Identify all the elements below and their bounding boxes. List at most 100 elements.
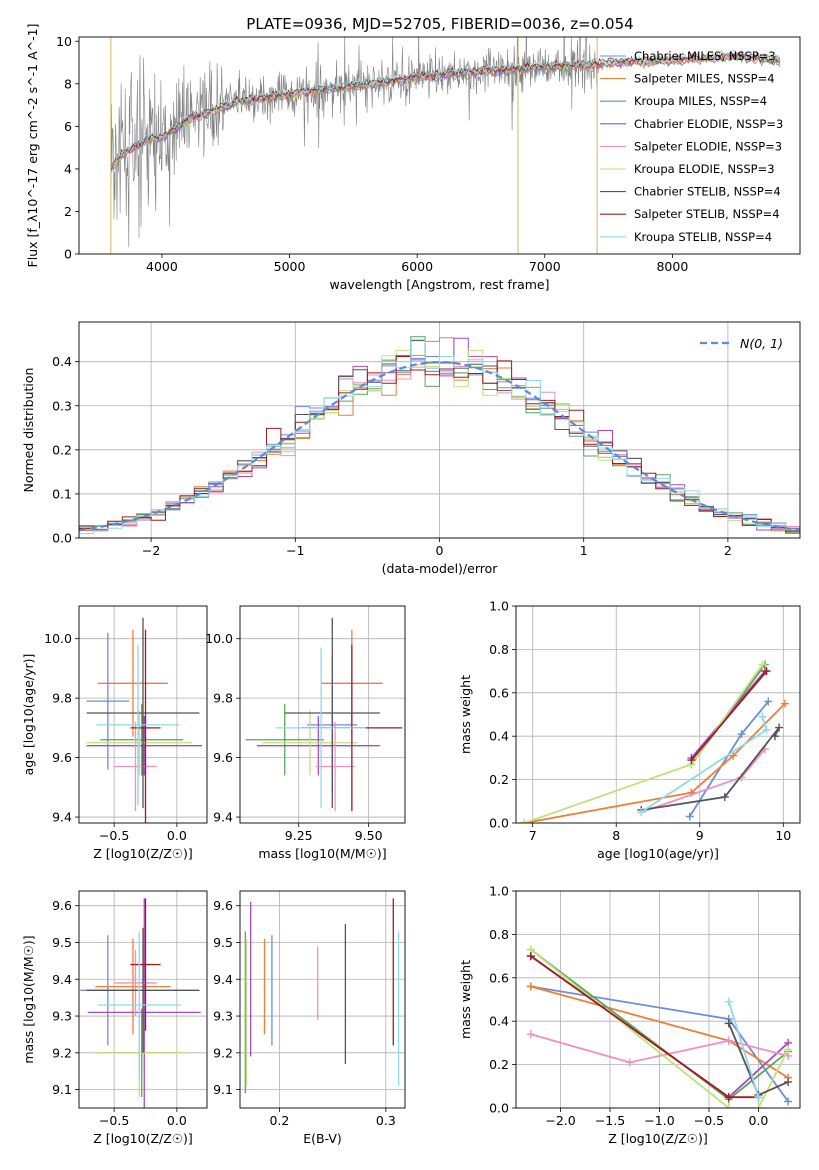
legend-entry: Kroupa ELODIE, NSSP=3 <box>634 162 775 176</box>
weights-vs-Z-ytick-label: 1.0 <box>489 884 509 899</box>
weight-marker <box>724 997 733 1006</box>
weights-vs-Z-xtick-label: −0.5 <box>694 1113 724 1128</box>
weight-series-5 <box>530 1033 789 1064</box>
mass-vs-ebv-ytick-label: 9.5 <box>213 935 233 950</box>
weights-vs-age-ylabel: mass weight <box>458 675 473 754</box>
mass-vs-Z-ylabel: mass [log10(M/M☉)] <box>21 935 36 1063</box>
weight-marker <box>724 1036 733 1045</box>
age-vs-mass-xtick-label: 9.50 <box>355 828 383 843</box>
weights-vs-Z-xtick-label: −1.5 <box>595 1113 625 1128</box>
weight-marker <box>775 723 784 732</box>
age-vs-Z-xtick-label: −0.5 <box>99 828 129 843</box>
residuals-xtick-label: 1 <box>580 543 588 558</box>
age-vs-Z-frame <box>78 605 208 824</box>
weight-series-6 <box>530 948 789 1108</box>
legend-entry: Kroupa MILES, NSSP=4 <box>634 94 767 108</box>
spectrum-legend: Chabrier MILES, NSSP=3 Salpeter MILES, NS… <box>600 49 783 244</box>
residuals-ytick-label: 0.3 <box>52 398 72 413</box>
weight-marker <box>687 756 696 765</box>
spectrum-ylabel: Flux [f_λ10^-17 erg cm^-2 s^-1 A^-1] <box>25 24 40 268</box>
spectrum-lines <box>110 37 781 254</box>
spectrum-xtick-label: 4000 <box>146 259 178 274</box>
weight-series-7 <box>641 726 780 811</box>
weight-marker <box>754 1093 763 1102</box>
weight-marker <box>724 1093 733 1102</box>
age-vs-mass-ytick-label: 9.8 <box>213 691 233 706</box>
model-spectrum-9 <box>110 49 781 166</box>
weight-marker <box>526 952 535 961</box>
weight-marker <box>637 808 646 817</box>
spectrum-ytick-label: 10 <box>56 34 72 49</box>
mass-vs-Z-frame <box>78 890 208 1109</box>
weights-vs-Z-xtick-label: 0.0 <box>748 1113 768 1128</box>
weights-vs-age-lines <box>520 660 789 823</box>
mass-vs-Z-ytick-label: 9.6 <box>52 898 72 913</box>
weight-marker <box>724 1104 733 1108</box>
weight-marker <box>724 1019 733 1028</box>
weights-vs-Z-ytick-label: 0.2 <box>489 1057 509 1072</box>
weight-marker <box>758 712 767 721</box>
weight-series-8 <box>690 670 768 761</box>
legend-entry: N(0, 1) <box>740 336 783 351</box>
weights-vs-age-ytick-label: 0.0 <box>489 816 509 831</box>
mass-vs-Z-xtick-label: −0.5 <box>99 1113 129 1128</box>
weights-vs-age-ytick-label: 0.4 <box>489 729 509 744</box>
weight-series-5 <box>641 748 766 813</box>
weight-marker <box>784 1097 793 1106</box>
weight-series-9 <box>727 1001 760 1098</box>
spectrum-xlabel: wavelength [Angstrom, rest frame] <box>329 277 549 292</box>
residuals-axes: −2 −1 0 1 2 0.0 0.1 0.2 0.3 0.4 (data-model)/error… <box>21 321 801 576</box>
residuals-ytick-label: 0.4 <box>52 354 72 369</box>
weights-vs-age-frame <box>515 605 801 824</box>
age-vs-mass-ytick-label: 10.0 <box>205 631 233 646</box>
weight-marker <box>762 725 771 734</box>
weights-vs-Z-ytick-label: 0.6 <box>489 970 509 985</box>
mass-vs-Z-ytick-label: 9.5 <box>52 935 72 950</box>
residuals-xtick-label: 2 <box>724 543 732 558</box>
age-vs-Z-xlabel: Z [log10(Z/Z☉)] <box>93 846 193 861</box>
weight-marker <box>764 697 773 706</box>
spectrum-ytick-label: 0 <box>64 247 72 262</box>
weight-marker <box>720 792 729 801</box>
weight-series-2 <box>524 702 786 823</box>
weights-vs-Z-axes: −2.0 −1.5 −1.0 −0.5 0.0 0.0 0.2 0.4 0.6 0.8 1.0 Z [… <box>458 884 801 1146</box>
weight-marker <box>770 732 779 741</box>
age-vs-Z-ytick-label: 10.0 <box>44 631 72 646</box>
weight-marker <box>754 1104 763 1108</box>
residuals-xtick-label: −2 <box>142 543 160 558</box>
weights-vs-age-xtick-label: 10 <box>775 828 791 843</box>
residuals-xtick-label: −1 <box>286 543 304 558</box>
spectrum-ytick-label: 4 <box>64 161 72 176</box>
weight-marker <box>784 1077 793 1086</box>
residual-hist <box>79 336 800 538</box>
age-vs-mass-xlabel: mass [log10(M/M☉)] <box>258 846 386 861</box>
weight-marker <box>625 1058 634 1067</box>
mass-vs-Z-points <box>80 898 201 1108</box>
mass-vs-ebv-xlabel: E(B-V) <box>303 1131 342 1146</box>
age-vs-Z-ytick-label: 9.8 <box>52 691 72 706</box>
mass-vs-Z-xlabel: Z [log10(Z/Z☉)] <box>93 1131 193 1146</box>
weight-marker <box>762 667 771 676</box>
legend-entry: Chabrier MILES, NSSP=3 <box>634 49 776 63</box>
weights-vs-Z-xtick-label: −2.0 <box>545 1113 575 1128</box>
spectrum-ytick-label: 2 <box>64 204 72 219</box>
spectrum-xtick-label: 7000 <box>529 259 561 274</box>
weight-marker <box>784 1045 793 1054</box>
spectrum-xtick-label: 6000 <box>401 259 433 274</box>
weights-vs-Z-ylabel: mass weight <box>458 960 473 1039</box>
legend-entry: Chabrier STELIB, NSSP=4 <box>634 185 781 199</box>
age-vs-Z-ylabel: age [log10(age/yr)] <box>21 654 36 776</box>
mass-vs-Z-xtick-label: 0.0 <box>167 1113 187 1128</box>
residuals-xtick-label: 0 <box>436 543 444 558</box>
residuals-ytick-label: 0.0 <box>52 531 72 546</box>
legend-entry: Kroupa STELIB, NSSP=4 <box>634 230 772 244</box>
weights-vs-age-xtick-label: 8 <box>612 828 620 843</box>
observed-spectrum <box>110 37 599 248</box>
weights-vs-age-ytick-label: 0.8 <box>489 642 509 657</box>
weights-vs-Z-ytick-label: 0.8 <box>489 927 509 942</box>
spectrum-axes: 4000 5000 6000 7000 8000 0 2 4 6 8 10 wavelength [A… <box>25 24 801 292</box>
legend-entry: Chabrier ELODIE, NSSP=3 <box>634 117 783 131</box>
spectrum-ytick-label: 6 <box>64 119 72 134</box>
